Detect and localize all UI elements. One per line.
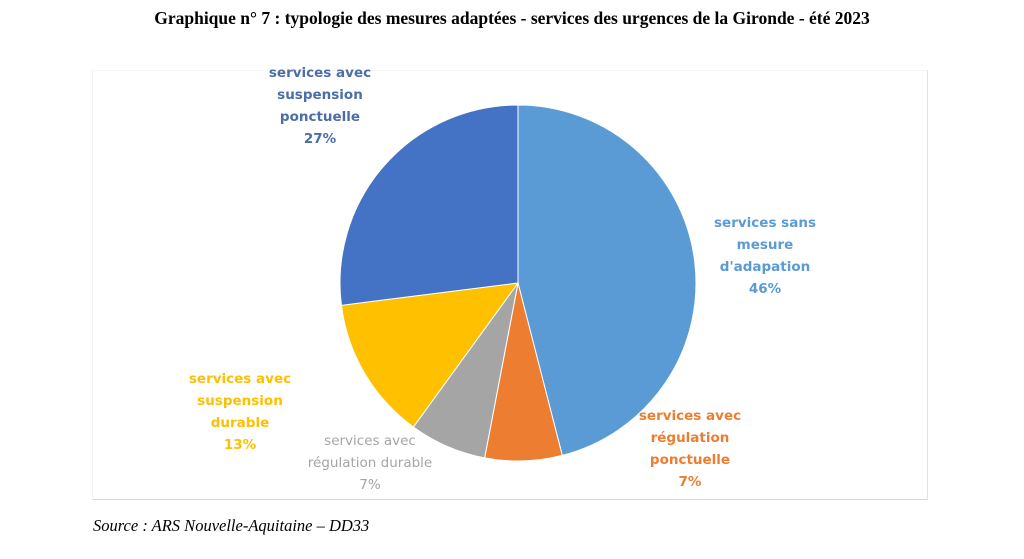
chart-title: Graphique n° 7 : typologie des mesures a… (154, 8, 870, 28)
data-label-regulation-ponctuelle: services avec régulation ponctuelle 7% (638, 408, 742, 490)
pie-slice-services-avec-suspension-ponctuelle (339, 104, 519, 306)
pie-slice-services-sans-mesure-d-adapation (517, 104, 697, 457)
data-label-suspension-durable: services avec suspension durable 13% (188, 371, 292, 453)
data-label-regulation-durable: services avec régulation durable 7% (307, 433, 433, 493)
data-label-sans-mesure: services sans mesure d'adapation 46% (714, 215, 816, 297)
source-note: Source : ARS Nouvelle-Aquitaine – DD33 (93, 516, 370, 535)
data-label-suspension-ponctuelle: services avec suspension ponctuelle 27% (268, 65, 372, 147)
pie-slice-services-avec-suspension-durable (340, 282, 520, 428)
